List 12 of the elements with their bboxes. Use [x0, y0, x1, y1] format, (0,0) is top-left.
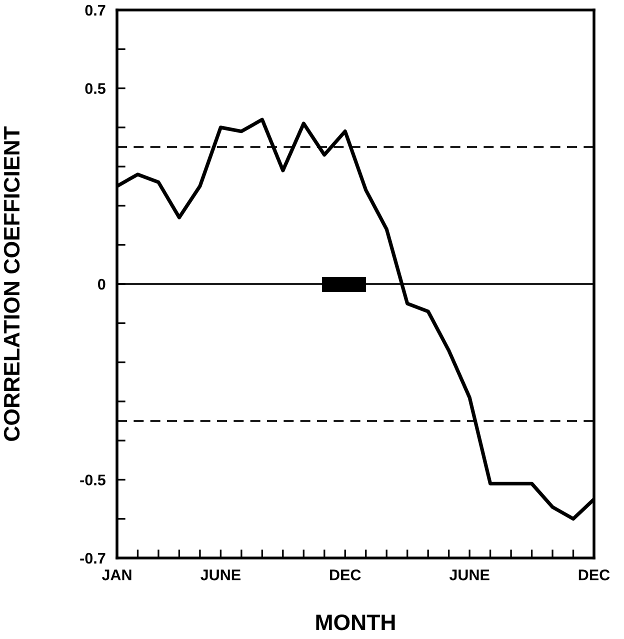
y-tick-label: 0.5 [85, 83, 106, 94]
x-axis-title: MONTH [316, 614, 395, 630]
y-axis-title: CORRELATION COEFFICIENT [4, 126, 20, 441]
y-tick-label: -0.5 [80, 474, 106, 486]
x-tick-label: JUNE [449, 570, 490, 580]
y-tick-label: 0 [98, 278, 106, 290]
x-tick-label: JUNE [200, 570, 240, 580]
x-tick-label: DEC [330, 570, 361, 580]
x-tick-label: DEC [578, 570, 610, 580]
x-tick-label: JAN [102, 570, 132, 580]
y-tick-label: 0.7 [85, 4, 106, 16]
y-tick-label: -0.7 [80, 552, 106, 564]
